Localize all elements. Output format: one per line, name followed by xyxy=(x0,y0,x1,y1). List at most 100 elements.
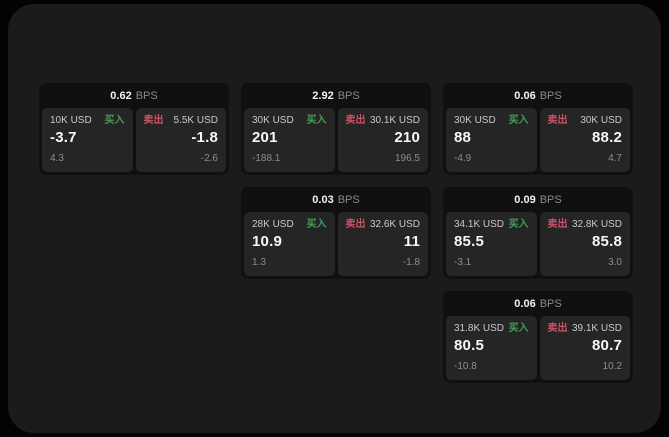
spread-unit-label: BPS xyxy=(539,297,562,310)
sell-tag: 卖出 xyxy=(547,219,568,230)
sell-price: 210 xyxy=(394,129,420,146)
spread-header: 0.09 BPS xyxy=(443,187,633,212)
buy-amount: 10K USD xyxy=(50,115,92,126)
spread-header: 0.06 BPS xyxy=(443,291,633,316)
sell-amount: 5.5K USD xyxy=(173,115,218,126)
buy-price: 80.5 xyxy=(454,337,484,354)
sell-sub-value: 3.0 xyxy=(608,257,622,268)
spread-unit-label: BPS xyxy=(337,193,360,206)
buy-amount: 30K USD xyxy=(454,115,496,126)
buy-amount: 30K USD xyxy=(252,115,294,126)
quote-panels: 28K USD 买入 10.9 1.3 卖出 32.6K USD 11 -1.8 xyxy=(241,212,431,276)
buy-panel-top: 30K USD 买入 xyxy=(454,115,529,127)
spread-header: 0.62 BPS xyxy=(39,83,229,108)
buy-tag: 买入 xyxy=(104,115,125,126)
sell-sub-value: 10.2 xyxy=(602,361,622,372)
quote-card[interactable]: 0.09 BPS 34.1K USD 买入 85.5 -3.1 卖出 32.8K… xyxy=(443,187,633,279)
buy-price: 201 xyxy=(252,129,278,146)
spread-unit-label: BPS xyxy=(539,193,562,206)
spread-unit-label: BPS xyxy=(135,89,158,102)
buy-sub-value: -10.8 xyxy=(454,361,477,372)
buy-price: -3.7 xyxy=(50,129,77,146)
quote-card[interactable]: 0.06 BPS 31.8K USD 买入 80.5 -10.8 卖出 39.1… xyxy=(443,291,633,383)
sell-panel[interactable]: 卖出 5.5K USD -1.8 -2.6 xyxy=(135,108,226,172)
quote-panels: 31.8K USD 买入 80.5 -10.8 卖出 39.1K USD 80.… xyxy=(443,316,633,380)
sell-panel[interactable]: 卖出 32.8K USD 85.8 3.0 xyxy=(539,212,630,276)
sell-tag: 卖出 xyxy=(143,115,164,126)
spread-header: 2.92 BPS xyxy=(241,83,431,108)
sell-amount: 39.1K USD xyxy=(571,323,622,334)
buy-panel[interactable]: 28K USD 买入 10.9 1.3 xyxy=(244,212,335,276)
buy-panel[interactable]: 31.8K USD 买入 80.5 -10.8 xyxy=(446,316,537,380)
buy-panel-top: 30K USD 买入 xyxy=(252,115,327,127)
sell-panel[interactable]: 卖出 30K USD 88.2 4.7 xyxy=(539,108,630,172)
spread-value: 0.03 xyxy=(312,193,334,206)
sell-price: 85.8 xyxy=(592,233,622,250)
sell-panel-top: 卖出 32.6K USD xyxy=(346,219,421,231)
spread-value: 0.62 xyxy=(110,89,132,102)
buy-panel[interactable]: 34.1K USD 买入 85.5 -3.1 xyxy=(446,212,537,276)
quote-card[interactable]: 0.06 BPS 30K USD 买入 88 -4.9 卖出 30K USD 8… xyxy=(443,83,633,175)
buy-panel-top: 31.8K USD 买入 xyxy=(454,323,529,335)
sell-sub-value: 4.7 xyxy=(608,153,622,164)
quote-card[interactable]: 0.62 BPS 10K USD 买入 -3.7 4.3 卖出 5.5K USD… xyxy=(39,83,229,175)
buy-price: 85.5 xyxy=(454,233,484,250)
sell-amount: 30K USD xyxy=(580,115,622,126)
sell-amount: 30.1K USD xyxy=(369,115,420,126)
buy-panel-top: 10K USD 买入 xyxy=(50,115,125,127)
sell-panel-top: 卖出 39.1K USD xyxy=(548,323,623,335)
buy-sub-value: -3.1 xyxy=(454,257,472,268)
sell-panel[interactable]: 卖出 32.6K USD 11 -1.8 xyxy=(337,212,428,276)
spread-unit-label: BPS xyxy=(539,89,562,102)
spread-value: 0.09 xyxy=(514,193,536,206)
sell-panel[interactable]: 卖出 30.1K USD 210 196.5 xyxy=(337,108,428,172)
sell-tag: 卖出 xyxy=(345,219,366,230)
spread-unit-label: BPS xyxy=(337,89,360,102)
buy-panel[interactable]: 10K USD 买入 -3.7 4.3 xyxy=(42,108,133,172)
buy-tag: 买入 xyxy=(508,323,529,334)
quote-panels: 10K USD 买入 -3.7 4.3 卖出 5.5K USD -1.8 -2.… xyxy=(39,108,229,172)
spread-value: 2.92 xyxy=(312,89,334,102)
buy-amount: 31.8K USD xyxy=(454,323,505,334)
buy-panel-top: 28K USD 买入 xyxy=(252,219,327,231)
spread-value: 0.06 xyxy=(514,89,536,102)
buy-panel[interactable]: 30K USD 买入 88 -4.9 xyxy=(446,108,537,172)
sell-price: 88.2 xyxy=(592,129,622,146)
spread-header: 0.03 BPS xyxy=(241,187,431,212)
buy-tag: 买入 xyxy=(508,115,529,126)
quote-panels: 30K USD 买入 201 -188.1 卖出 30.1K USD 210 1… xyxy=(241,108,431,172)
buy-price: 88 xyxy=(454,129,472,146)
quote-panels: 30K USD 买入 88 -4.9 卖出 30K USD 88.2 4.7 xyxy=(443,108,633,172)
sell-panel-top: 卖出 32.8K USD xyxy=(548,219,623,231)
buy-tag: 买入 xyxy=(508,219,529,230)
spread-value: 0.06 xyxy=(514,297,536,310)
buy-amount: 28K USD xyxy=(252,219,294,230)
quote-card[interactable]: 0.03 BPS 28K USD 买入 10.9 1.3 卖出 32.6K US… xyxy=(241,187,431,279)
buy-sub-value: -188.1 xyxy=(252,153,281,164)
quote-panels: 34.1K USD 买入 85.5 -3.1 卖出 32.8K USD 85.8… xyxy=(443,212,633,276)
buy-sub-value: -4.9 xyxy=(454,153,472,164)
app-surface: 0.62 BPS 10K USD 买入 -3.7 4.3 卖出 5.5K USD… xyxy=(8,4,661,433)
sell-sub-value: -2.6 xyxy=(200,153,218,164)
buy-panel[interactable]: 30K USD 买入 201 -188.1 xyxy=(244,108,335,172)
sell-sub-value: 196.5 xyxy=(394,153,420,164)
buy-amount: 34.1K USD xyxy=(454,219,505,230)
sell-price: -1.8 xyxy=(191,129,218,146)
sell-tag: 卖出 xyxy=(547,115,568,126)
sell-amount: 32.8K USD xyxy=(571,219,622,230)
sell-panel-top: 卖出 30.1K USD xyxy=(346,115,421,127)
sell-panel-top: 卖出 30K USD xyxy=(548,115,623,127)
buy-tag: 买入 xyxy=(306,219,327,230)
sell-price: 80.7 xyxy=(592,337,622,354)
buy-tag: 买入 xyxy=(306,115,327,126)
spread-header: 0.06 BPS xyxy=(443,83,633,108)
sell-panel-top: 卖出 5.5K USD xyxy=(144,115,219,127)
sell-tag: 卖出 xyxy=(345,115,366,126)
buy-price: 10.9 xyxy=(252,233,282,250)
buy-panel-top: 34.1K USD 买入 xyxy=(454,219,529,231)
sell-tag: 卖出 xyxy=(547,323,568,334)
sell-amount: 32.6K USD xyxy=(369,219,420,230)
buy-sub-value: 1.3 xyxy=(252,257,266,268)
quote-card[interactable]: 2.92 BPS 30K USD 买入 201 -188.1 卖出 30.1K … xyxy=(241,83,431,175)
sell-panel[interactable]: 卖出 39.1K USD 80.7 10.2 xyxy=(539,316,630,380)
